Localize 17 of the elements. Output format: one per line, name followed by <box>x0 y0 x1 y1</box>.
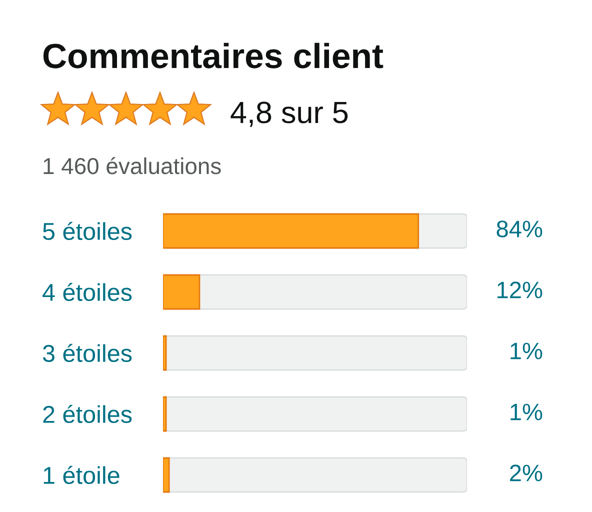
chart-subtitle: 4,8 sur 5 <box>230 102 348 127</box>
y-tick-label: 5 étoiles <box>42 222 132 240</box>
data-label: 1% <box>510 342 542 360</box>
y-tick-label: 3 étoiles <box>42 344 132 362</box>
bar <box>163 457 170 493</box>
bar <box>163 396 167 432</box>
y-tick-label: 1 étoile <box>44 466 120 484</box>
bar <box>163 274 200 310</box>
y-tick-label: 2 étoiles <box>43 404 132 424</box>
chart-title: Commentaires client <box>43 42 384 68</box>
data-label: 84% <box>496 220 542 238</box>
y-tick-label: 4 étoiles <box>42 282 132 302</box>
data-label: 1% <box>510 404 542 420</box>
bar <box>163 335 167 371</box>
data-label: 2% <box>510 464 542 482</box>
text: 1 460 évaluations <box>44 157 221 174</box>
data-label: 12% <box>498 282 542 298</box>
